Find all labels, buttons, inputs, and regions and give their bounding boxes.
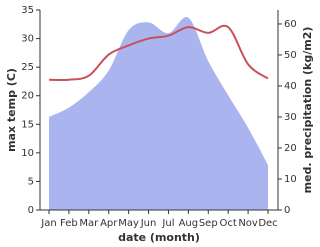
y2-tick-label: 60	[284, 19, 297, 30]
x-tick-label: Mar	[79, 218, 99, 229]
y2-tick-label: 50	[284, 50, 297, 61]
x-tick-label: Apr	[100, 218, 118, 229]
y2-tick-label: 30	[284, 112, 297, 123]
x-tick-label: Oct	[220, 218, 237, 229]
x-tick-label: Jan	[40, 218, 56, 229]
x-tick-label: Aug	[179, 218, 199, 229]
y-tick-label: 35	[21, 5, 34, 16]
y-tick-label: 25	[21, 62, 34, 73]
y-tick-label: 5	[28, 176, 34, 187]
y2-tick-label: 0	[284, 205, 290, 216]
y2-axis-label: med. precipitation (kg/m2)	[301, 27, 314, 194]
y-tick-label: 15	[21, 119, 34, 130]
y2-tick-label: 10	[284, 174, 297, 185]
x-tick-label: Jun	[140, 218, 157, 229]
precipitation-area	[49, 17, 268, 211]
y-tick-label: 20	[21, 91, 34, 102]
y-axis-label: max temp (C)	[5, 68, 18, 152]
x-tick-label: May	[118, 218, 139, 229]
y2-tick-label: 40	[284, 81, 297, 92]
x-tick-label: Nov	[238, 218, 258, 229]
temp-line	[48, 24, 269, 82]
x-tick-label: Feb	[60, 218, 78, 229]
y2-tick-label: 20	[284, 143, 297, 154]
y-tick-label: 30	[21, 34, 34, 45]
x-tick-label: Dec	[258, 218, 277, 229]
x-tick-label: Sep	[199, 218, 218, 229]
x-axis-label: date (month)	[118, 231, 200, 244]
y-tick-label: 0	[28, 205, 34, 216]
y-tick-label: 10	[21, 148, 34, 159]
x-tick-label: Jul	[161, 218, 174, 229]
